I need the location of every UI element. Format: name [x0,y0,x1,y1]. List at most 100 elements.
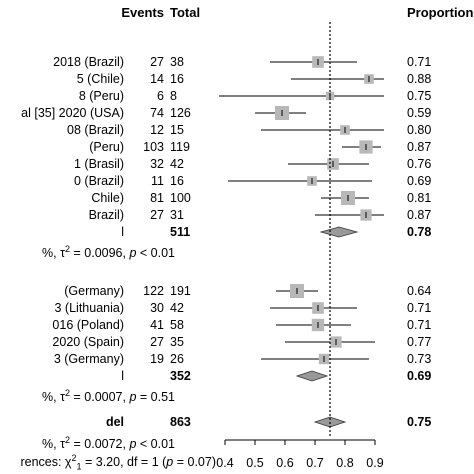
stat-text: = 0.0007, [70,390,130,405]
study-total: 26 [170,352,184,366]
x-tick-label: 0.7 [306,456,324,470]
superscript: 2 [65,435,71,445]
study-total: 119 [170,140,190,154]
heterogeneity-overall: %, τ2 = 0.0072, p < 0.01 [42,433,175,451]
subscript: 1 [76,461,82,472]
study-total: 15 [170,123,184,137]
total-column-header: Total [170,5,201,20]
p-symbol: p [129,246,137,261]
pooled-proportion: 0.78 [407,225,432,239]
study-total: 126 [170,106,191,120]
x-tick-label: 0.4 [216,456,234,470]
study-proportion: 0.88 [407,72,432,86]
pooled-total: 352 [170,369,191,383]
study-label: Brazil) [88,208,124,222]
study-events: 27 [150,55,164,69]
study-proportion: 0.59 [407,106,432,120]
stat-text: %, τ [42,437,66,452]
study-label: (Peru) [89,140,124,154]
stat-text: rences: χ [20,455,72,470]
study-events: 30 [150,301,164,315]
study-proportion: 0.87 [407,208,432,222]
study-events: 27 [150,208,164,222]
study-proportion: 0.71 [407,301,432,315]
study-label: 016 (Poland) [52,318,124,332]
study-total: 38 [170,55,184,69]
study-total: 8 [170,89,177,103]
stat-text: = 0.51 [136,390,175,405]
study-events: 122 [143,284,164,298]
stat-text: %, τ [42,246,66,261]
study-total: 31 [170,208,184,222]
study-events: 12 [150,123,164,137]
events-column-header: Events [121,5,164,20]
study-proportion: 0.69 [407,174,432,188]
pooled-label: l [121,369,124,383]
pooled-proportion: 0.69 [407,369,432,383]
pooled-label: l [121,225,124,239]
study-events: 74 [150,106,164,120]
study-label: 5 (Chile) [76,72,124,86]
study-events: 81 [150,191,164,205]
subgroup-difference-test: rences: χ21 = 3.20, df = 1 (p = 0.07) [20,451,216,474]
study-proportion: 0.80 [407,123,432,137]
study-proportion: 0.77 [407,335,432,349]
x-tick-label: 0.5 [246,456,264,470]
study-proportion: 0.73 [407,352,432,366]
stat-text: < 0.01 [136,246,175,261]
pooled-total: 511 [170,225,191,239]
study-events: 14 [150,72,164,86]
study-total: 16 [170,174,184,188]
stat-text: = 0.07) [173,455,216,470]
pooled-label: del [105,415,124,429]
study-label: 08 (Brazil) [67,123,124,137]
study-label: 8 (Peru) [78,89,124,103]
proportion-column-header: Proportion [407,5,474,20]
study-label: 3 (Lithuania) [54,301,125,315]
study-label: (Germany) [64,284,124,298]
study-total: 35 [170,335,184,349]
study-proportion: 0.81 [407,191,432,205]
study-proportion: 0.64 [407,284,432,298]
pooled-proportion: 0.75 [407,415,432,429]
study-label: 2018 (Brazil) [53,55,124,69]
study-proportion: 0.71 [407,55,432,69]
pooled-total: 863 [170,415,191,429]
study-events: 103 [143,140,164,154]
study-label: Chile) [91,191,124,205]
study-label: 1 (Brasil) [73,157,124,171]
p-symbol: p [129,437,137,452]
p-symbol: p [166,455,174,470]
study-proportion: 0.71 [407,318,432,332]
study-total: 42 [170,157,184,171]
study-proportion: 0.75 [407,89,432,103]
stat-text: %, τ [42,390,66,405]
study-events: 6 [157,89,164,103]
study-events: 27 [150,335,164,349]
x-tick-label: 0.6 [276,456,294,470]
study-proportion: 0.76 [407,157,432,171]
heterogeneity-group-2: %, τ2 = 0.0007, p = 0.51 [42,386,175,404]
study-events: 32 [150,157,164,171]
superscript: 2 [65,388,71,398]
x-tick-label: 0.8 [336,456,354,470]
pooled-diamond [319,226,359,238]
study-proportion: 0.87 [407,140,432,154]
study-total: 191 [170,284,191,298]
x-tick-label: 0.9 [366,456,384,470]
p-symbol: p [129,390,137,405]
stat-text: = 0.0072, [70,437,130,452]
study-events: 11 [151,174,164,188]
study-total: 58 [170,318,184,332]
study-events: 19 [150,352,164,366]
study-events: 41 [150,318,164,332]
study-total: 16 [170,72,184,86]
superscript: 2 [65,244,71,254]
superscript: 2 [71,453,77,463]
stat-text: = 3.20, df = 1 ( [81,455,167,470]
study-total: 100 [170,191,191,205]
study-label: 2020 (Spain) [52,335,124,349]
study-label: 0 (Brazil) [73,174,124,188]
